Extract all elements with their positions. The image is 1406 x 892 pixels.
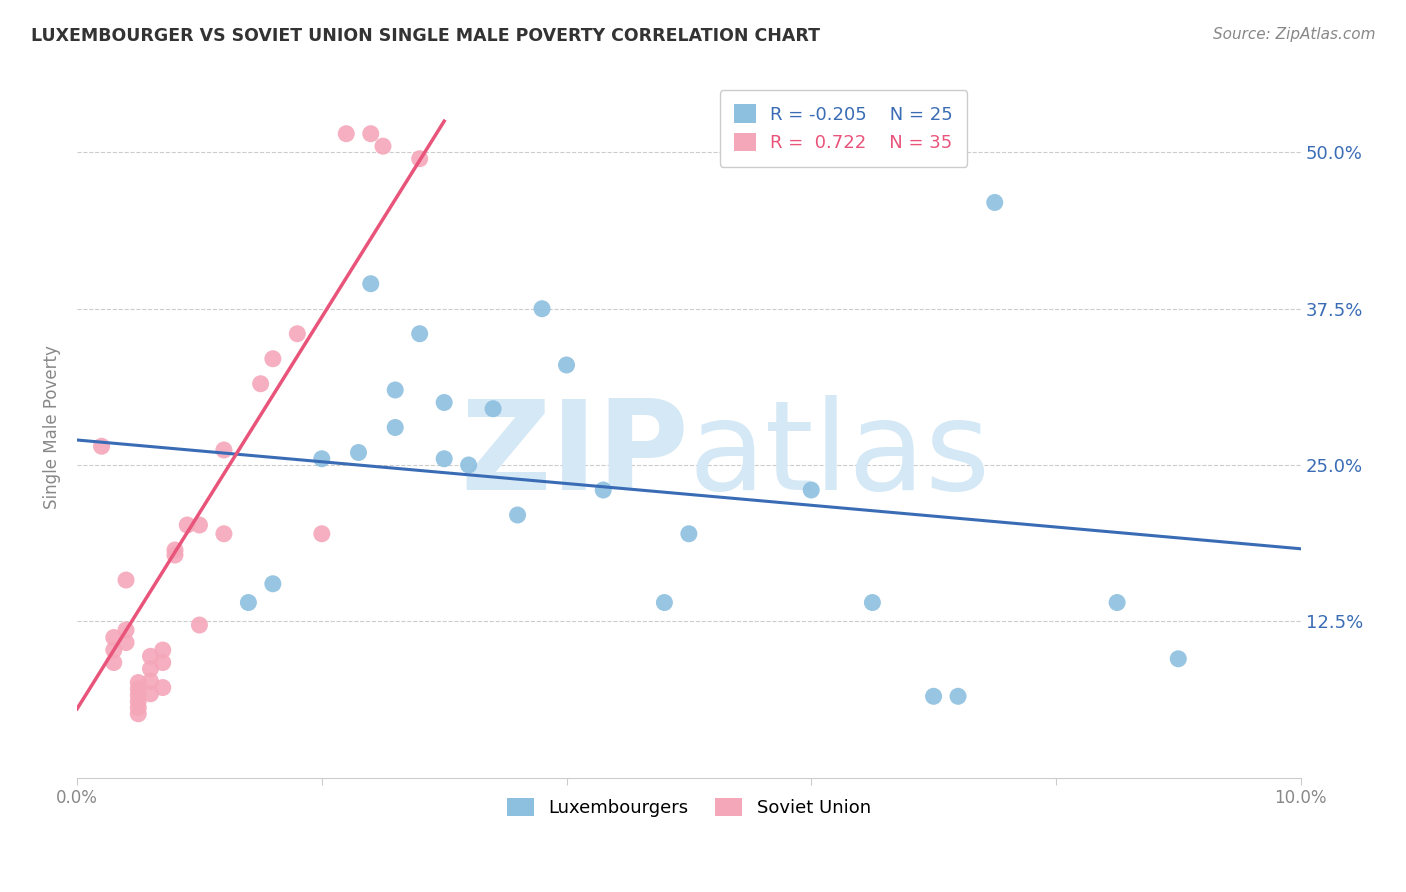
Point bbox=[984, 195, 1007, 210]
Point bbox=[482, 401, 505, 416]
Point bbox=[285, 326, 308, 341]
Point bbox=[433, 395, 456, 409]
Point bbox=[152, 656, 174, 670]
Point bbox=[127, 675, 149, 690]
Point bbox=[1167, 652, 1189, 666]
Point bbox=[262, 576, 284, 591]
Point bbox=[139, 649, 162, 664]
Text: Source: ZipAtlas.com: Source: ZipAtlas.com bbox=[1212, 27, 1375, 42]
Y-axis label: Single Male Poverty: Single Male Poverty bbox=[44, 345, 60, 509]
Point bbox=[115, 635, 138, 649]
Point bbox=[188, 518, 211, 533]
Point bbox=[371, 139, 394, 153]
Point bbox=[531, 301, 554, 316]
Point bbox=[360, 127, 382, 141]
Point bbox=[384, 420, 406, 434]
Point bbox=[347, 445, 370, 459]
Point bbox=[592, 483, 614, 497]
Point bbox=[176, 518, 198, 533]
Point bbox=[433, 451, 456, 466]
Point bbox=[311, 451, 333, 466]
Point bbox=[139, 687, 162, 701]
Point bbox=[555, 358, 578, 372]
Point bbox=[152, 643, 174, 657]
Point bbox=[139, 674, 162, 689]
Point bbox=[212, 442, 235, 457]
Point bbox=[262, 351, 284, 366]
Point bbox=[506, 508, 529, 522]
Point bbox=[1107, 595, 1129, 609]
Point bbox=[103, 656, 125, 670]
Point bbox=[188, 618, 211, 632]
Point bbox=[212, 526, 235, 541]
Point bbox=[163, 548, 186, 562]
Point bbox=[127, 694, 149, 708]
Point bbox=[360, 277, 382, 291]
Text: LUXEMBOURGER VS SOVIET UNION SINGLE MALE POVERTY CORRELATION CHART: LUXEMBOURGER VS SOVIET UNION SINGLE MALE… bbox=[31, 27, 820, 45]
Point bbox=[115, 573, 138, 587]
Point bbox=[457, 458, 479, 472]
Point bbox=[860, 595, 883, 609]
Point bbox=[408, 152, 430, 166]
Point bbox=[249, 376, 271, 391]
Point bbox=[163, 543, 186, 558]
Point bbox=[115, 623, 138, 637]
Point bbox=[678, 526, 700, 541]
Point bbox=[654, 595, 676, 609]
Text: ZIP: ZIP bbox=[460, 395, 689, 516]
Point bbox=[946, 690, 969, 704]
Point bbox=[238, 595, 260, 609]
Legend: Luxembourgers, Soviet Union: Luxembourgers, Soviet Union bbox=[499, 790, 879, 824]
Point bbox=[127, 688, 149, 702]
Point bbox=[90, 439, 112, 453]
Point bbox=[127, 700, 149, 714]
Point bbox=[922, 690, 945, 704]
Point bbox=[384, 383, 406, 397]
Point bbox=[311, 526, 333, 541]
Point bbox=[103, 643, 125, 657]
Point bbox=[103, 631, 125, 645]
Point bbox=[335, 127, 357, 141]
Point bbox=[408, 326, 430, 341]
Point bbox=[139, 662, 162, 676]
Point bbox=[127, 681, 149, 696]
Point bbox=[152, 681, 174, 695]
Point bbox=[800, 483, 823, 497]
Point bbox=[127, 706, 149, 721]
Text: atlas: atlas bbox=[689, 395, 991, 516]
